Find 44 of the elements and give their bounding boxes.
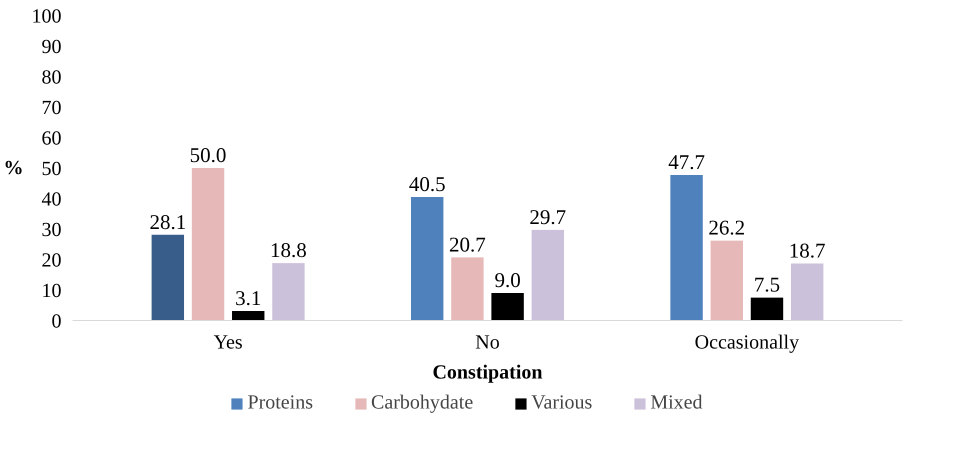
text: 3.1	[235, 286, 262, 310]
bar	[670, 175, 703, 320]
bar	[272, 263, 305, 320]
bar	[532, 230, 564, 320]
legend-label: Various	[531, 392, 592, 414]
text: 40.5	[408, 172, 446, 196]
bar	[790, 263, 824, 320]
text: 50.0	[190, 143, 226, 167]
y-tick-label: 20	[42, 250, 62, 272]
bar	[410, 196, 444, 320]
text: 47.7	[668, 150, 705, 174]
y-tick-label: 10	[42, 280, 62, 302]
text: 29.7	[529, 204, 566, 229]
text: 7.5	[754, 272, 780, 297]
y-tick-label: 80	[42, 66, 62, 88]
bar	[750, 298, 784, 320]
text: 18.7	[788, 238, 826, 262]
bar	[152, 234, 184, 320]
text: 9.0	[494, 268, 521, 292]
text: 28.1	[149, 210, 186, 234]
y-axis-title: %	[4, 157, 24, 179]
text: 18.8	[270, 238, 307, 262]
legend-label: Mixed	[650, 392, 703, 414]
text: 20.7	[449, 232, 486, 256]
legend-label: Proteins	[247, 392, 314, 414]
x-tick-label: Occasionally	[694, 332, 800, 354]
x-tick-label: Yes	[214, 332, 243, 354]
y-tick-label: 100	[32, 6, 62, 28]
y-tick-label: 90	[42, 36, 62, 58]
y-tick-label: 40	[42, 188, 62, 210]
y-tick-label: 30	[42, 219, 62, 241]
y-tick-label: 50	[42, 158, 62, 180]
bar	[491, 293, 524, 320]
bar	[710, 240, 743, 320]
bar	[451, 257, 484, 320]
y-tick-label: 70	[42, 97, 62, 119]
bar	[232, 311, 264, 320]
text: 26.2	[708, 216, 746, 240]
y-tick-label: 0	[52, 310, 62, 332]
x-tick-label: No	[475, 332, 500, 354]
y-tick-label: 60	[42, 128, 62, 150]
bar	[192, 168, 224, 320]
legend-label: Carbohydate	[371, 392, 474, 414]
x-axis-title: Constipation	[432, 362, 543, 384]
